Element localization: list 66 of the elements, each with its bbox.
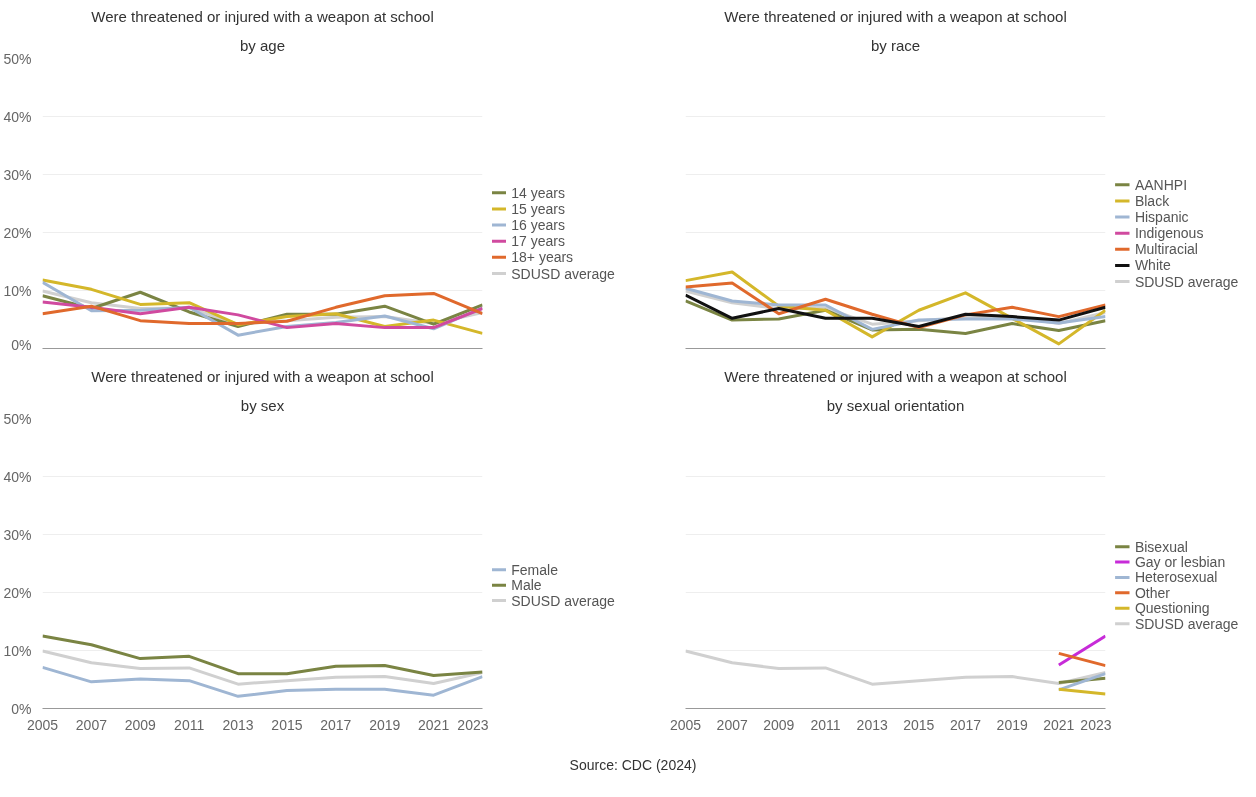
- x-tick-label: 2019: [369, 716, 401, 733]
- y-tick-label: 40%: [3, 108, 32, 125]
- x-tick-label: 2011: [810, 716, 841, 733]
- legend-label: 14 years: [511, 184, 565, 201]
- y-tick-label: 30%: [3, 526, 32, 543]
- chart-subtitle: by race: [870, 36, 921, 54]
- y-tick-label: 10%: [3, 642, 32, 659]
- chart-title: Were threatened or injured with a weapon at school: [724, 367, 1067, 385]
- legend-label: Male: [511, 577, 542, 594]
- legend-label: Multiracial: [1134, 241, 1198, 258]
- y-tick-label: 40%: [3, 468, 32, 485]
- x-tick-label: 2013: [856, 716, 888, 733]
- y-tick-label: 10%: [3, 282, 32, 299]
- x-tick-label: 2013: [222, 716, 254, 733]
- legend-label: Black: [1134, 192, 1171, 209]
- x-tick-label: 2005: [669, 716, 702, 733]
- legend-label: SDUSD average: [511, 592, 615, 609]
- chart-subtitle: by sex: [240, 396, 285, 414]
- y-tick-label: 0%: [11, 700, 32, 717]
- x-tick-label: 2007: [716, 716, 748, 733]
- legend-label: SDUSD average: [1134, 273, 1239, 290]
- legend-label: Heterosexual: [1134, 569, 1218, 586]
- x-tick-label: 2005: [26, 716, 59, 733]
- legend-label: Bisexual: [1134, 538, 1188, 555]
- y-tick-label: 20%: [3, 224, 32, 241]
- chart-subtitle: by age: [239, 36, 286, 54]
- legend-label: AANHPI: [1134, 176, 1188, 193]
- x-tick-label: 2023: [457, 716, 489, 733]
- legend-label: Hispanic: [1134, 209, 1189, 226]
- y-tick-label: 50%: [3, 50, 32, 67]
- chart-title: Were threatened or injured with a weapon at school: [91, 7, 434, 25]
- legend-label: Questioning: [1134, 600, 1210, 617]
- x-tick-label: 2015: [903, 716, 935, 733]
- x-tick-label: 2009: [763, 716, 795, 733]
- legend-label: 17 years: [511, 233, 565, 250]
- x-tick-label: 2009: [124, 716, 157, 733]
- x-tick-label: 2015: [271, 716, 303, 733]
- x-tick-label: 2011: [174, 716, 205, 733]
- legend-label: 16 years: [511, 217, 565, 234]
- y-tick-label: 20%: [3, 584, 32, 601]
- y-tick-label: 0%: [11, 336, 32, 353]
- legend-label: Other: [1134, 584, 1171, 601]
- source-note: Source: CDC (2024): [569, 756, 697, 775]
- x-tick-label: 2023: [1080, 716, 1112, 733]
- x-tick-label: 2021: [418, 716, 450, 733]
- line-series: [42, 634, 483, 677]
- legend-label: 15 years: [511, 200, 565, 217]
- x-tick-label: 2017: [320, 716, 352, 733]
- x-tick-label: 2007: [75, 716, 108, 733]
- legend-label: 18+ years: [511, 249, 574, 266]
- legend-label: Indigenous: [1134, 225, 1204, 242]
- legend-label: SDUSD average: [1134, 615, 1239, 632]
- chart-title: Were threatened or injured with a weapon at school: [724, 7, 1067, 25]
- legend-label: SDUSD average: [511, 265, 615, 282]
- legend-label: Female: [511, 561, 559, 578]
- y-tick-label: 50%: [3, 410, 32, 427]
- chart-subtitle: by sexual orientation: [826, 396, 965, 414]
- chart-title: Were threatened or injured with a weapon at school: [91, 367, 434, 385]
- x-tick-label: 2021: [1043, 716, 1075, 733]
- line-series: [42, 649, 483, 686]
- legend-label: Gay or lesbian: [1134, 554, 1226, 571]
- x-tick-label: 2017: [949, 716, 982, 733]
- legend-label: White: [1134, 257, 1171, 274]
- line-series: [42, 665, 483, 698]
- y-tick-label: 30%: [3, 166, 32, 183]
- x-tick-label: 2019: [996, 716, 1028, 733]
